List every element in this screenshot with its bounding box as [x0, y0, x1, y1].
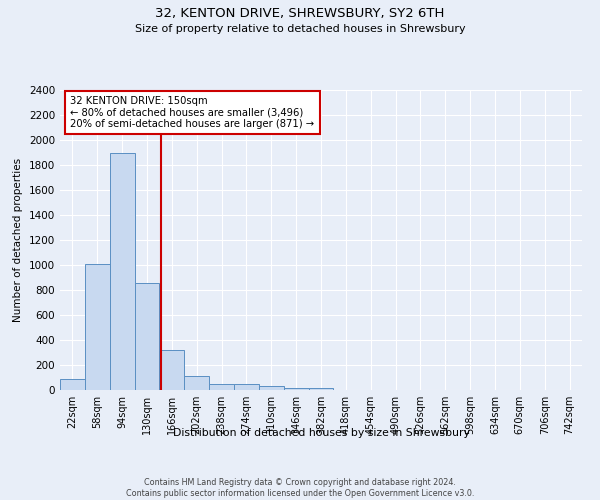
Bar — [209, 384, 234, 390]
Text: Contains HM Land Registry data © Crown copyright and database right 2024.
Contai: Contains HM Land Registry data © Crown c… — [126, 478, 474, 498]
Text: Size of property relative to detached houses in Shrewsbury: Size of property relative to detached ho… — [134, 24, 466, 34]
Text: Distribution of detached houses by size in Shrewsbury: Distribution of detached houses by size … — [173, 428, 469, 438]
Bar — [110, 152, 134, 390]
Y-axis label: Number of detached properties: Number of detached properties — [13, 158, 23, 322]
Bar — [284, 388, 308, 390]
Bar — [259, 386, 284, 390]
Text: 32 KENTON DRIVE: 150sqm
← 80% of detached houses are smaller (3,496)
20% of semi: 32 KENTON DRIVE: 150sqm ← 80% of detache… — [70, 96, 314, 129]
Bar — [184, 376, 209, 390]
Bar — [308, 388, 334, 390]
Bar — [134, 282, 160, 390]
Bar — [160, 350, 184, 390]
Text: 32, KENTON DRIVE, SHREWSBURY, SY2 6TH: 32, KENTON DRIVE, SHREWSBURY, SY2 6TH — [155, 8, 445, 20]
Bar — [234, 384, 259, 390]
Bar — [85, 264, 110, 390]
Bar — [60, 379, 85, 390]
